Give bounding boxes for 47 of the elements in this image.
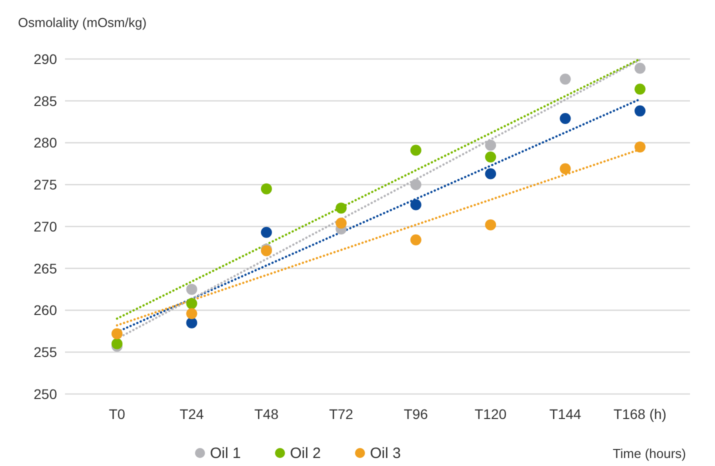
y-tick-label: 260 [34, 302, 58, 318]
x-tick-label: T120 [474, 406, 507, 422]
point [634, 84, 646, 95]
y-tick-label: 265 [34, 260, 58, 276]
point [186, 284, 198, 295]
point [634, 105, 646, 116]
x-tick-label: T168 (h) [614, 406, 666, 422]
point [634, 62, 646, 74]
point [560, 74, 571, 85]
point [634, 141, 646, 152]
point [186, 308, 198, 320]
x-tick-label: T0 [108, 406, 126, 422]
point [410, 199, 422, 210]
point [560, 112, 571, 124]
x-axis-title: Time (hours) [612, 446, 686, 461]
point [410, 234, 422, 246]
point [485, 219, 496, 230]
point [485, 168, 496, 180]
point [186, 317, 198, 328]
point [485, 140, 496, 151]
point [336, 218, 347, 229]
legend-label: Oil 2 [290, 445, 321, 462]
y-tick-label: 290 [34, 50, 58, 67]
y-tick-label: 250 [34, 386, 58, 402]
point [112, 328, 122, 340]
y-tick-label: 280 [34, 134, 58, 151]
x-tick-label: T96 [404, 406, 428, 422]
point [260, 183, 272, 194]
x-tick-label: T48 [254, 406, 279, 422]
y-tick-label: 270 [34, 218, 58, 234]
legend-label: Oil 3 [370, 445, 401, 462]
point [410, 179, 422, 190]
point [560, 163, 571, 174]
x-tick-label: T72 [329, 406, 354, 422]
y-tick-label: 275 [34, 176, 58, 193]
x-tick-label: T24 [180, 406, 204, 422]
point [410, 144, 422, 156]
point [260, 226, 272, 238]
point [336, 202, 347, 214]
point [186, 298, 198, 310]
y-tick-label: 285 [34, 92, 58, 109]
point [485, 151, 496, 162]
x-tick-label: T144 [549, 406, 582, 422]
point [112, 338, 122, 350]
y-axis-title: Osmolality (mOsm/kg) [18, 15, 147, 30]
legend-label: Oil 1 [210, 445, 241, 462]
y-tick-label: 255 [34, 344, 58, 360]
